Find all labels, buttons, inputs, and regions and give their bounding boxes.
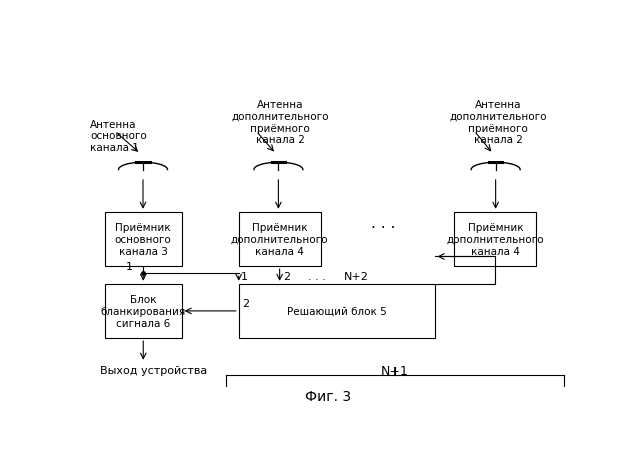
- Text: Антенна
дополнительного
приёмного
канала 2: Антенна дополнительного приёмного канала…: [231, 100, 329, 145]
- FancyBboxPatch shape: [239, 212, 321, 267]
- Text: Приёмник
дополнительного
канала 4: Приёмник дополнительного канала 4: [447, 223, 544, 256]
- Text: . . .: . . .: [371, 215, 396, 230]
- Text: Блок
бланкирования
сигнала 6: Блок бланкирования сигнала 6: [100, 295, 186, 328]
- FancyBboxPatch shape: [239, 284, 435, 339]
- FancyBboxPatch shape: [105, 284, 182, 339]
- Text: . . .: . . .: [308, 271, 326, 281]
- Text: 1: 1: [241, 271, 248, 281]
- Text: Фиг. 3: Фиг. 3: [305, 389, 351, 403]
- Text: 1: 1: [126, 262, 133, 272]
- FancyBboxPatch shape: [105, 212, 182, 267]
- FancyBboxPatch shape: [454, 212, 536, 267]
- Text: Антенна
основного
канала 1: Антенна основного канала 1: [90, 119, 147, 152]
- Text: Выход устройства: Выход устройства: [100, 365, 207, 375]
- Text: 2: 2: [243, 298, 250, 308]
- Text: 2: 2: [284, 271, 291, 281]
- Text: Антенна
дополнительного
приёмного
канала 2: Антенна дополнительного приёмного канала…: [449, 100, 547, 145]
- Text: Решающий блок 5: Решающий блок 5: [287, 306, 387, 316]
- Text: Приёмник
основного
канала 3: Приёмник основного канала 3: [115, 223, 172, 256]
- Text: Приёмник
дополнительного
канала 4: Приёмник дополнительного канала 4: [231, 223, 328, 256]
- Text: N+2: N+2: [344, 271, 369, 281]
- Text: N+1: N+1: [381, 364, 409, 377]
